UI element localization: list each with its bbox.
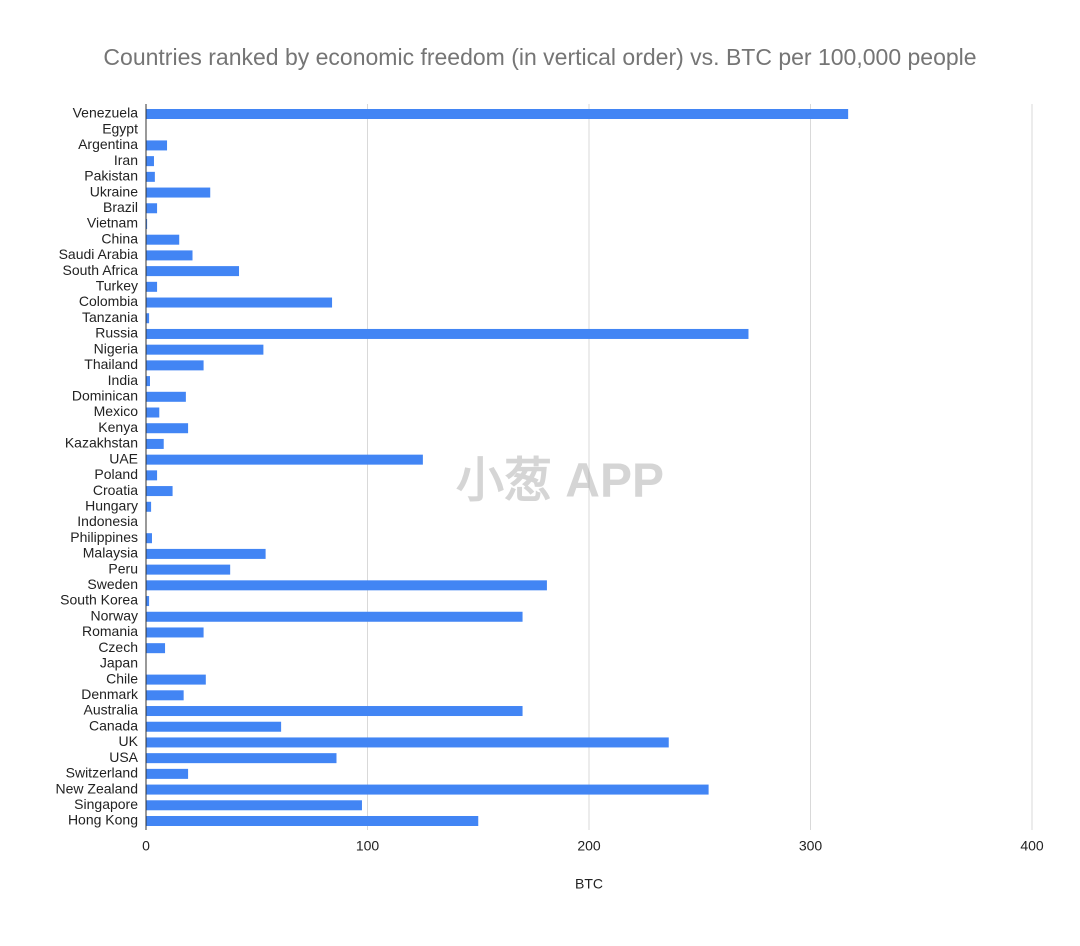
y-tick-label: Brazil	[103, 199, 138, 215]
bar	[146, 753, 337, 764]
y-tick-label: Chile	[106, 670, 138, 686]
bar	[146, 203, 158, 214]
bar	[146, 721, 282, 732]
bar	[146, 548, 266, 559]
bar	[146, 344, 264, 355]
bar	[146, 218, 148, 229]
bar	[146, 360, 204, 371]
plot: 0 100 200 300 400 VenezuelaEgyptArgentinaIran…	[56, 104, 1044, 854]
y-tick-label: India	[108, 372, 139, 388]
y-tick-label: USA	[109, 749, 138, 765]
bar	[146, 784, 709, 795]
y-tick-label: Hong Kong	[68, 812, 138, 828]
watermark: 小葱 APP	[456, 455, 664, 508]
y-tick-label: Canada	[89, 717, 138, 733]
x-tick-label: 100	[356, 838, 380, 854]
bar	[146, 109, 849, 119]
y-tick-label: Dominican	[72, 388, 138, 404]
bar	[146, 266, 240, 277]
bar	[146, 438, 164, 449]
bar	[146, 816, 479, 826]
y-tick-label: UK	[119, 733, 139, 749]
bar	[146, 643, 166, 654]
x-tick-label: 200	[577, 838, 601, 854]
bar	[146, 674, 206, 685]
bar	[146, 533, 152, 544]
y-tick-label: Thailand	[84, 356, 138, 372]
y-tick-label: Croatia	[93, 482, 138, 498]
x-axis-label: BTC	[575, 876, 603, 892]
bar	[146, 611, 523, 622]
bar	[146, 313, 150, 324]
bar	[146, 140, 168, 151]
y-tick-label: China	[101, 230, 138, 246]
y-tick-label: Mexico	[94, 403, 139, 419]
bar	[146, 486, 173, 497]
bar	[146, 234, 180, 245]
y-tick-label: Egypt	[102, 120, 138, 136]
y-tick-label: Kazakhstan	[65, 435, 138, 451]
y-tick-label: Switzerland	[66, 765, 138, 781]
bar	[146, 250, 193, 261]
y-tick-label: Japan	[100, 655, 138, 671]
y-tick-label: Poland	[94, 466, 138, 482]
y-tick-label: Turkey	[96, 278, 138, 294]
bar	[146, 156, 154, 167]
y-tick-label: Malaysia	[83, 545, 138, 561]
y-tick-label: Singapore	[74, 796, 138, 812]
y-tick-label: Norway	[91, 607, 138, 623]
y-tick-label: Denmark	[81, 686, 139, 702]
y-tick-label: Kenya	[98, 419, 138, 435]
bar	[146, 470, 158, 481]
y-tick-label: Ukraine	[90, 183, 138, 199]
bar	[146, 596, 150, 607]
bar	[146, 768, 189, 779]
bar	[146, 187, 211, 198]
y-tick-label: Argentina	[78, 136, 138, 152]
y-tick-label: Venezuela	[73, 105, 139, 121]
bar	[146, 690, 184, 701]
bar	[146, 407, 160, 418]
y-tick-label: Russia	[95, 325, 138, 341]
bar	[146, 328, 749, 339]
bar	[146, 564, 231, 575]
bar	[146, 501, 152, 512]
bar	[146, 297, 333, 308]
bar	[146, 800, 362, 811]
bar	[146, 737, 669, 748]
x-tick-label: 0	[142, 838, 150, 854]
bar	[146, 706, 523, 717]
bar	[146, 627, 204, 638]
y-tick-label: Nigeria	[94, 340, 139, 356]
y-tick-label: South Korea	[60, 592, 138, 608]
y-tick-label: Vietnam	[87, 215, 138, 231]
y-tick-label: Australia	[84, 702, 139, 718]
y-tick-label: Sweden	[87, 576, 138, 592]
chart-title: Countries ranked by economic freedom (in…	[103, 44, 976, 70]
y-tick-label: Iran	[114, 152, 138, 168]
bar	[146, 423, 189, 434]
y-tick-label: Philippines	[70, 529, 138, 545]
y-tick-label: Czech	[98, 639, 138, 655]
bar	[146, 376, 150, 387]
y-tick-label: New Zealand	[56, 780, 139, 796]
bar	[146, 171, 155, 182]
bar	[146, 281, 158, 292]
y-tick-label: Colombia	[79, 293, 138, 309]
bar	[146, 580, 547, 591]
y-tick-label: Pakistan	[84, 168, 138, 184]
y-tick-label: Peru	[108, 560, 138, 576]
y-tick-label: UAE	[109, 450, 138, 466]
y-tick-label: Tanzania	[82, 309, 138, 325]
y-tick-label: Indonesia	[77, 513, 138, 529]
bar	[146, 391, 186, 402]
y-tick-label: South Africa	[63, 262, 139, 278]
y-tick-label: Saudi Arabia	[59, 246, 139, 262]
y-tick-label: Hungary	[85, 497, 138, 513]
x-tick-label: 300	[799, 838, 823, 854]
x-tick-label: 400	[1020, 838, 1044, 854]
bar	[146, 454, 423, 465]
y-tick-label: Romania	[82, 623, 138, 639]
